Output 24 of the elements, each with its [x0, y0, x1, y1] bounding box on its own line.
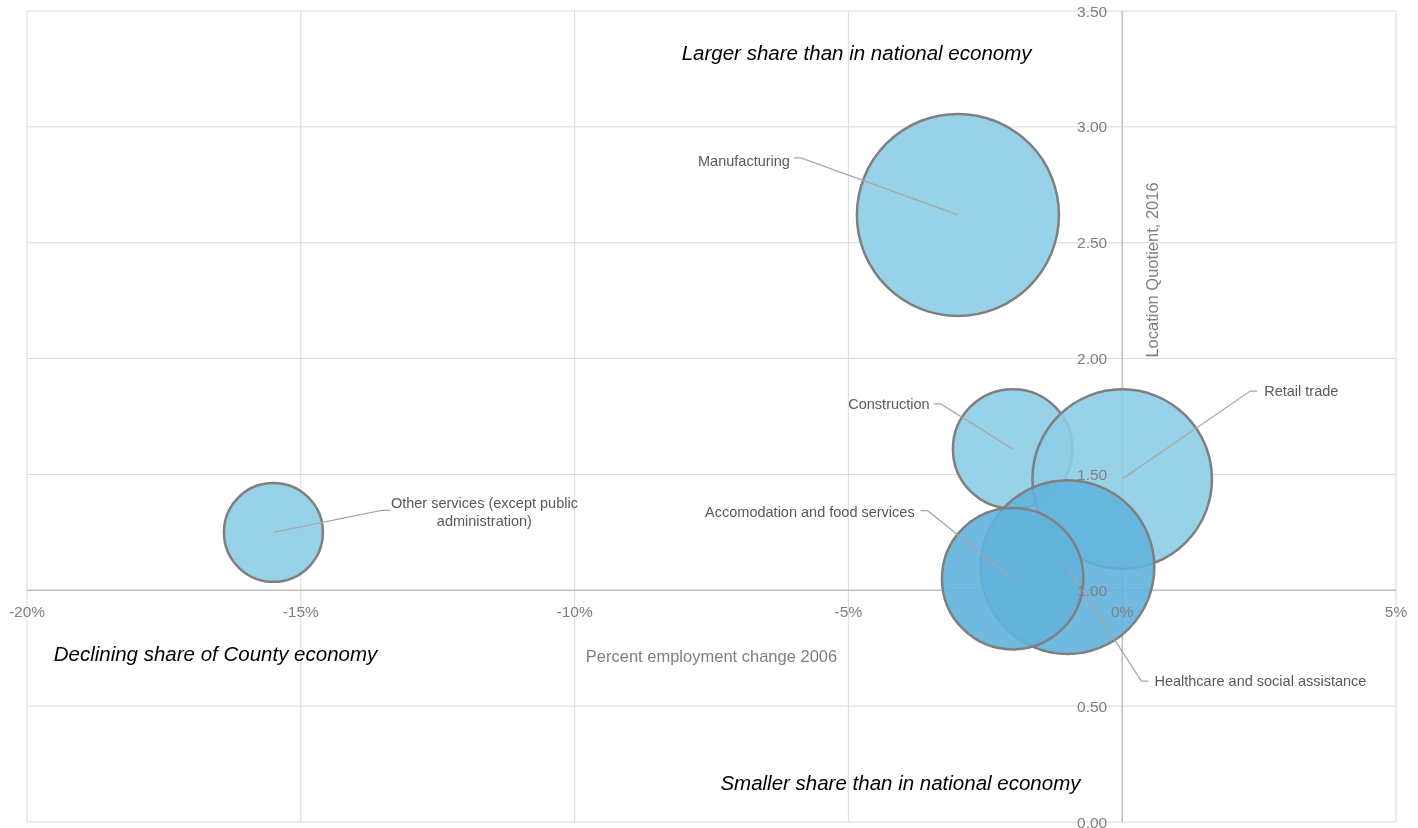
text: Accomodation and food services	[705, 503, 915, 520]
x-tick-label: -10%	[556, 602, 593, 620]
y-tick-label: 2.50	[1077, 234, 1108, 252]
x-tick-label: -5%	[834, 602, 863, 620]
annotation: Declining share of County economy	[53, 641, 380, 665]
text: Retail trade	[1264, 383, 1339, 400]
y-tick-label: 3.00	[1077, 118, 1108, 136]
text: Healthcare and social assistance	[1154, 673, 1367, 690]
x-tick-label: -15%	[282, 602, 320, 620]
y-tick-label: 0.50	[1077, 697, 1108, 715]
text: Other services (except public administration)	[390, 495, 578, 530]
y-tick-label: 1.50	[1077, 465, 1108, 483]
y-tick-label: 0.00	[1077, 813, 1108, 828]
text: Construction	[848, 395, 930, 412]
x-axis-title: Percent employment change 2006	[585, 647, 838, 666]
y-tick-label: 2.00	[1077, 350, 1108, 368]
x-tick-label: 0%	[1111, 602, 1134, 620]
text: Manufacturing	[698, 152, 790, 169]
annotation: Larger share than in national economy	[681, 40, 1034, 64]
x-tick-label: -20%	[8, 602, 46, 620]
x-tick-label: 5%	[1384, 602, 1408, 620]
y-tick-label: 3.50	[1077, 2, 1108, 20]
y-axis-title: Location Quotient, 2016	[1143, 182, 1162, 358]
annotation: Smaller share than in national economy	[720, 770, 1083, 794]
